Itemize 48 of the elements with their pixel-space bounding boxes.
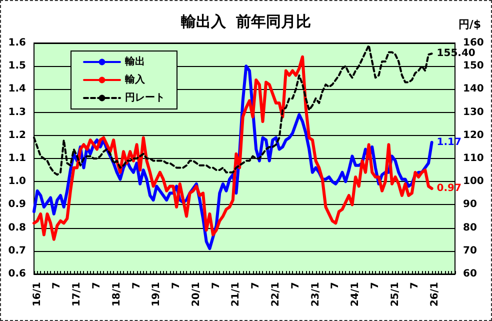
x-tick-label: 25/1 (390, 282, 401, 307)
y2-tick-label: 130 (463, 106, 484, 118)
y-tick-label: 0.9 (8, 199, 26, 210)
x-tick-label: 7 (330, 282, 342, 289)
y-tick-label: 1.0 (8, 176, 26, 188)
y-tick-label: 0.7 (8, 245, 26, 256)
x-tick-label: 21/1 (230, 282, 242, 307)
y2-tick-label: 100 (463, 176, 484, 188)
y-tick-label: 1.4 (8, 84, 26, 95)
y-tick-label: 1.6 (8, 38, 26, 48)
x-tick-label: 22/1 (270, 282, 282, 307)
x-tick-label: 24/1 (350, 282, 362, 307)
legend-label: 輸出 (124, 56, 145, 68)
x-tick-label: 7 (131, 282, 142, 289)
x-tick-label: 7 (250, 282, 262, 289)
x-tick-label: 7 (210, 282, 222, 289)
chart-title: 輸出入 前年同月比 (180, 12, 312, 30)
y-tick-label: 1.3 (8, 106, 26, 118)
y2-tick-label: 160 (463, 38, 484, 48)
y2-tick-label: 80 (463, 222, 477, 234)
x-tick-label: 19/1 (151, 282, 162, 307)
y2-tick-label: 140 (463, 84, 484, 95)
y2-tick-label: 70 (463, 245, 477, 256)
y-tick-label: 1.5 (8, 60, 26, 72)
y2-tick-label: 120 (463, 130, 484, 141)
x-tick-label: 7 (91, 282, 102, 289)
x-tick-label: 26/1 (430, 282, 441, 307)
x-tick-label: 16/1 (32, 282, 43, 307)
legend-label: 円レート (125, 92, 165, 104)
x-tick-label: 7 (410, 282, 421, 289)
x-tick-label: 7 (370, 282, 381, 289)
x-tick-label: 23/1 (310, 282, 322, 307)
x-tick-label: 18/1 (111, 282, 122, 307)
x-tick-label: 20/1 (190, 282, 202, 307)
x-tick-label: 7 (290, 282, 302, 289)
y-tick-label: 0.6 (8, 268, 26, 280)
y2-tick-label: 110 (463, 153, 484, 164)
y-tick-label: 0.8 (8, 222, 26, 234)
y2-tick-label: 90 (463, 199, 477, 210)
x-tick-label: 17/1 (72, 282, 83, 307)
x-tick-label: 7 (52, 282, 63, 289)
y-tick-label: 1.1 (8, 153, 26, 164)
x-tick-label: 7 (171, 282, 182, 289)
legend-label: 輸入 (124, 74, 146, 86)
y-tick-label: 1.2 (8, 130, 26, 141)
y2-axis-title: 円/$ (458, 18, 481, 31)
y2-tick-label: 60 (463, 268, 477, 280)
y2-tick-label: 150 (463, 60, 484, 72)
